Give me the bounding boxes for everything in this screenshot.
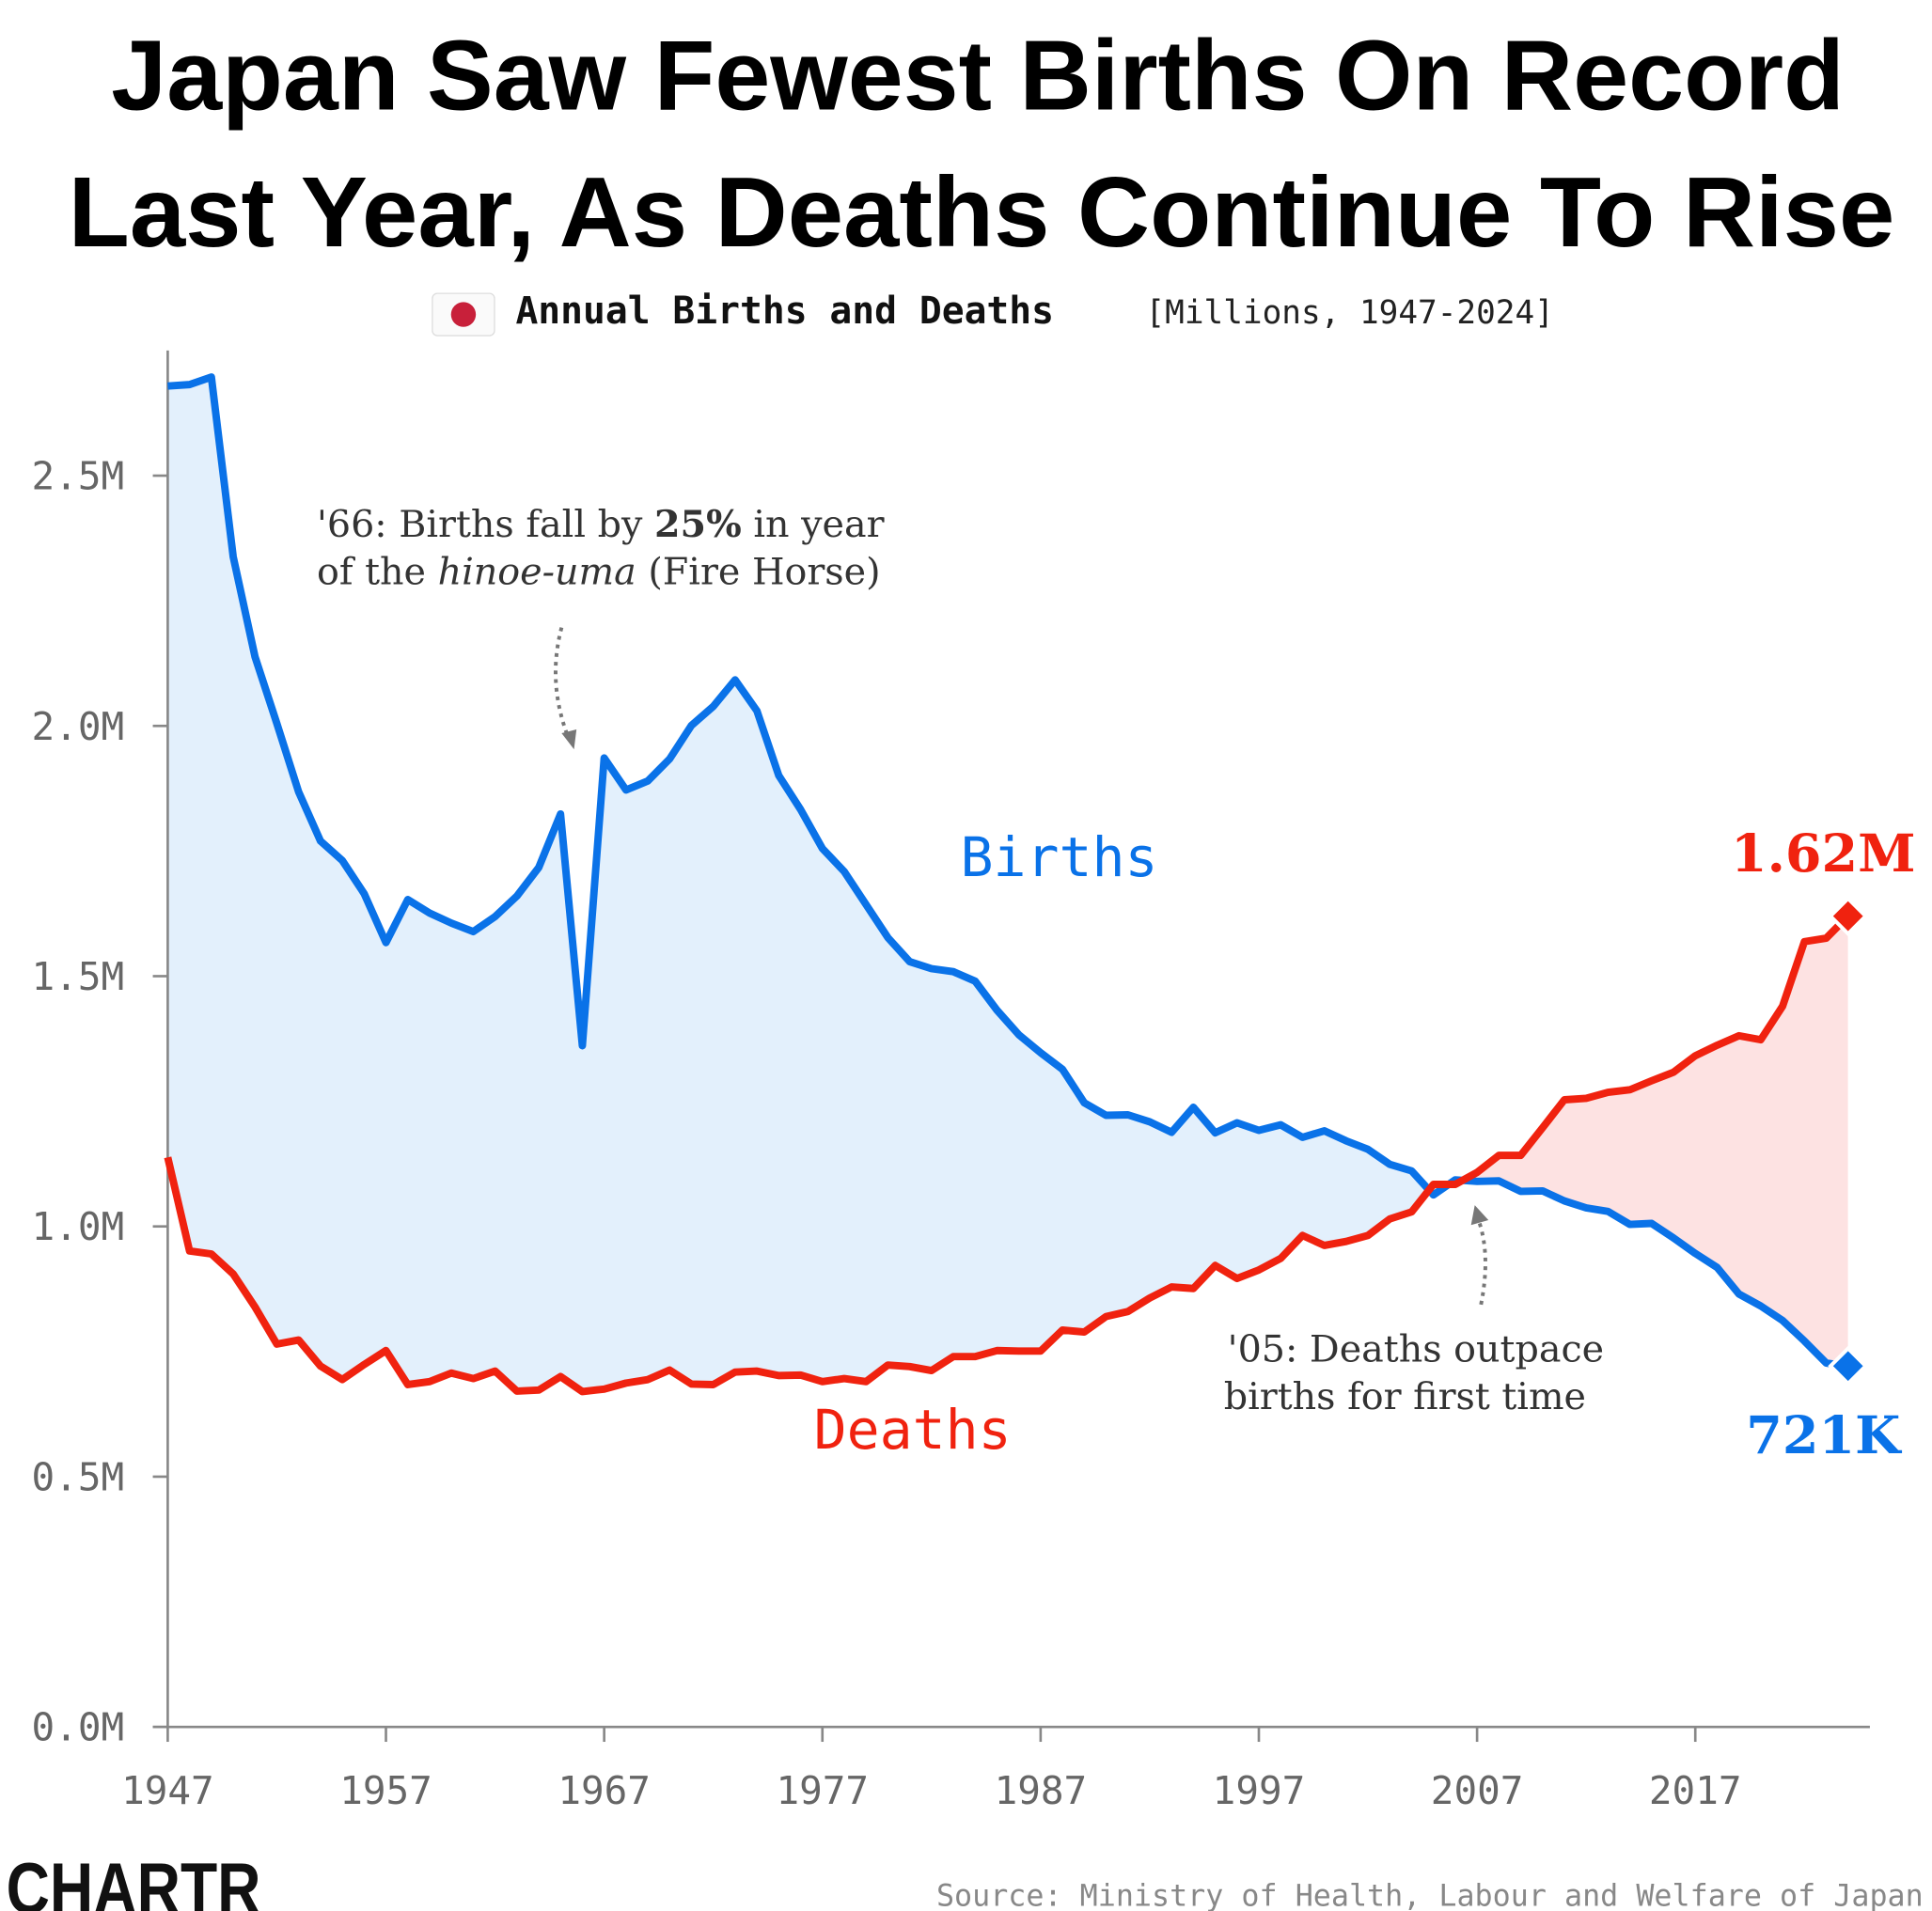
annotation-text: hinoe-uma bbox=[438, 550, 636, 593]
annotation-text: 25% bbox=[654, 503, 742, 546]
series-line bbox=[164, 913, 1851, 1396]
flag-icon bbox=[432, 292, 495, 337]
x-tick-label: 1967 bbox=[558, 1768, 651, 1813]
x-tick-label: 1987 bbox=[995, 1768, 1088, 1813]
annotation: '66: Births fall by 25% in year bbox=[317, 503, 885, 546]
y-tick-label: 2.0M bbox=[32, 704, 125, 749]
annotation-arrow bbox=[554, 627, 572, 741]
chart-title: Last Year, As Deaths Continue To Rise bbox=[69, 157, 1895, 268]
end-label: 1.62M bbox=[1731, 823, 1916, 885]
annotation: '05: Deaths outpace bbox=[1228, 1328, 1604, 1371]
source: Source: Ministry of Health, Labour and W… bbox=[936, 1879, 1924, 1911]
annotation: of the hinoe-uma (Fire Horse) bbox=[317, 550, 881, 593]
x-tick-label: 1977 bbox=[776, 1768, 869, 1813]
x-tick-label: 2017 bbox=[1649, 1768, 1742, 1813]
series-label: Deaths bbox=[814, 1398, 1012, 1462]
annotation-arrow bbox=[1476, 1219, 1487, 1306]
chart-title: Japan Saw Fewest Births On Record bbox=[111, 21, 1845, 132]
subtitle-note: [Millions, 1947-2024] bbox=[1145, 294, 1553, 332]
annotation-text: in year bbox=[742, 503, 885, 546]
annotation-text: (Fire Horse) bbox=[636, 550, 881, 593]
y-tick-label: 0.0M bbox=[32, 1705, 125, 1750]
annotation: births for first time bbox=[1224, 1375, 1586, 1418]
x-tick-label: 1997 bbox=[1213, 1768, 1306, 1813]
annotation-arrowhead bbox=[1470, 1205, 1489, 1226]
subtitle: Annual Births and Deaths bbox=[515, 290, 1054, 333]
y-tick-label: 1.5M bbox=[32, 954, 125, 999]
annotation-text: '66: Births fall by bbox=[317, 503, 654, 546]
x-tick-label: 2007 bbox=[1431, 1768, 1524, 1813]
end-marker bbox=[1828, 896, 1869, 937]
annotation-arrowhead bbox=[561, 728, 577, 750]
logo: CHARTR bbox=[7, 1849, 261, 1911]
x-tick-label: 1947 bbox=[121, 1768, 214, 1813]
y-tick-label: 1.0M bbox=[32, 1204, 125, 1249]
y-tick-label: 2.5M bbox=[32, 454, 125, 499]
end-marker bbox=[1828, 1345, 1869, 1386]
series-label: Births bbox=[961, 825, 1158, 889]
y-tick-label: 0.5M bbox=[32, 1454, 125, 1499]
series-line bbox=[167, 373, 1849, 1371]
annotation-text: of the bbox=[317, 550, 438, 593]
end-label: 721K bbox=[1746, 1405, 1902, 1466]
x-tick-label: 1957 bbox=[339, 1768, 432, 1813]
